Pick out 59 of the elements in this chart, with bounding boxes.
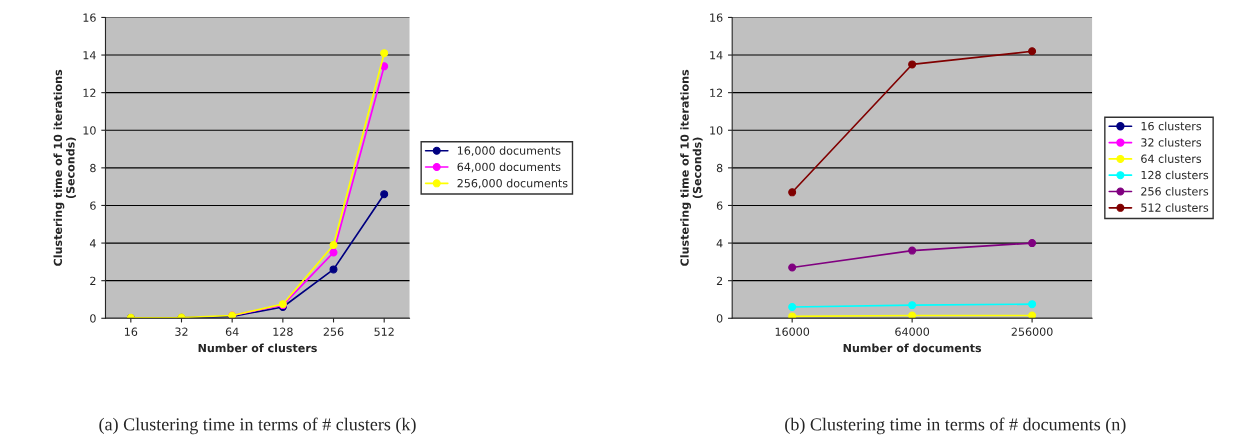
point xyxy=(329,265,338,274)
text: (a) Clustering time in terms of # clusters (k) xyxy=(99,417,416,435)
y-tick-label: 0 xyxy=(716,314,723,323)
legend-label: 256,000 documents xyxy=(457,178,568,189)
y-tick-label: 10 xyxy=(83,126,96,135)
y-tick-label: 12 xyxy=(83,88,96,97)
x-tick-label: 512 xyxy=(374,327,394,336)
point xyxy=(788,263,797,272)
y-tick-label: 4 xyxy=(716,239,723,248)
y-axis-title: Clustering time of 10 iterations (Seconds) xyxy=(680,69,703,266)
legend-label: 64,000 documents xyxy=(457,162,561,173)
x-tick-label: 16 xyxy=(124,327,138,336)
text: (b) Clustering time in terms of # documents (n) xyxy=(785,417,1126,435)
legend-label: 64 clusters xyxy=(1141,154,1202,163)
y-tick-label: 2 xyxy=(716,276,723,285)
legend-label: 128 clusters xyxy=(1141,170,1209,180)
y-tick-label: 0 xyxy=(90,314,96,323)
point xyxy=(788,312,797,319)
point xyxy=(908,311,917,319)
y-tick-label: 16 xyxy=(710,13,723,22)
point xyxy=(329,248,338,257)
point xyxy=(788,303,797,311)
x-tick-label: 256 xyxy=(323,327,344,336)
point xyxy=(1028,311,1037,319)
point xyxy=(329,240,338,249)
point xyxy=(1028,239,1037,248)
legend-label: 16,000 documents xyxy=(457,146,561,156)
point xyxy=(1028,300,1037,309)
x-tick-label: 64000 xyxy=(895,327,930,336)
y-tick-label: 8 xyxy=(716,163,723,173)
legend-label: 32 clusters xyxy=(1141,138,1202,147)
point xyxy=(908,301,917,310)
x-tick-label: 16000 xyxy=(775,327,810,336)
legend-label: 256 clusters xyxy=(1141,186,1209,196)
point xyxy=(908,246,917,255)
x-tick-label: 128 xyxy=(273,327,293,336)
point xyxy=(908,60,917,69)
legend-label: 16 clusters xyxy=(1141,121,1202,131)
x-axis-title: Number of documents xyxy=(843,343,982,353)
point xyxy=(1028,47,1037,56)
x-tick-label: 32 xyxy=(175,327,188,336)
y-tick-label: 14 xyxy=(710,51,723,60)
x-tick-label: 256000 xyxy=(1011,327,1053,336)
y-tick-label: 6 xyxy=(716,201,723,210)
y-tick-label: 16 xyxy=(83,13,96,22)
y-axis-title: Clustering time of 10 iterations (Seconds) xyxy=(53,69,76,266)
y-tick-label: 10 xyxy=(710,126,723,135)
x-tick-label: 64 xyxy=(225,327,239,336)
point xyxy=(380,49,389,58)
y-tick-label: 8 xyxy=(90,163,96,173)
y-tick-label: 2 xyxy=(90,276,96,285)
x-axis-title: Number of clusters xyxy=(198,343,317,353)
y-tick-label: 6 xyxy=(90,201,96,210)
y-tick-label: 4 xyxy=(89,239,96,248)
point xyxy=(380,190,389,199)
point xyxy=(788,188,797,197)
legend-label: 512 clusters xyxy=(1141,203,1209,212)
y-tick-label: 14 xyxy=(83,51,96,60)
y-tick-label: 12 xyxy=(710,88,723,97)
